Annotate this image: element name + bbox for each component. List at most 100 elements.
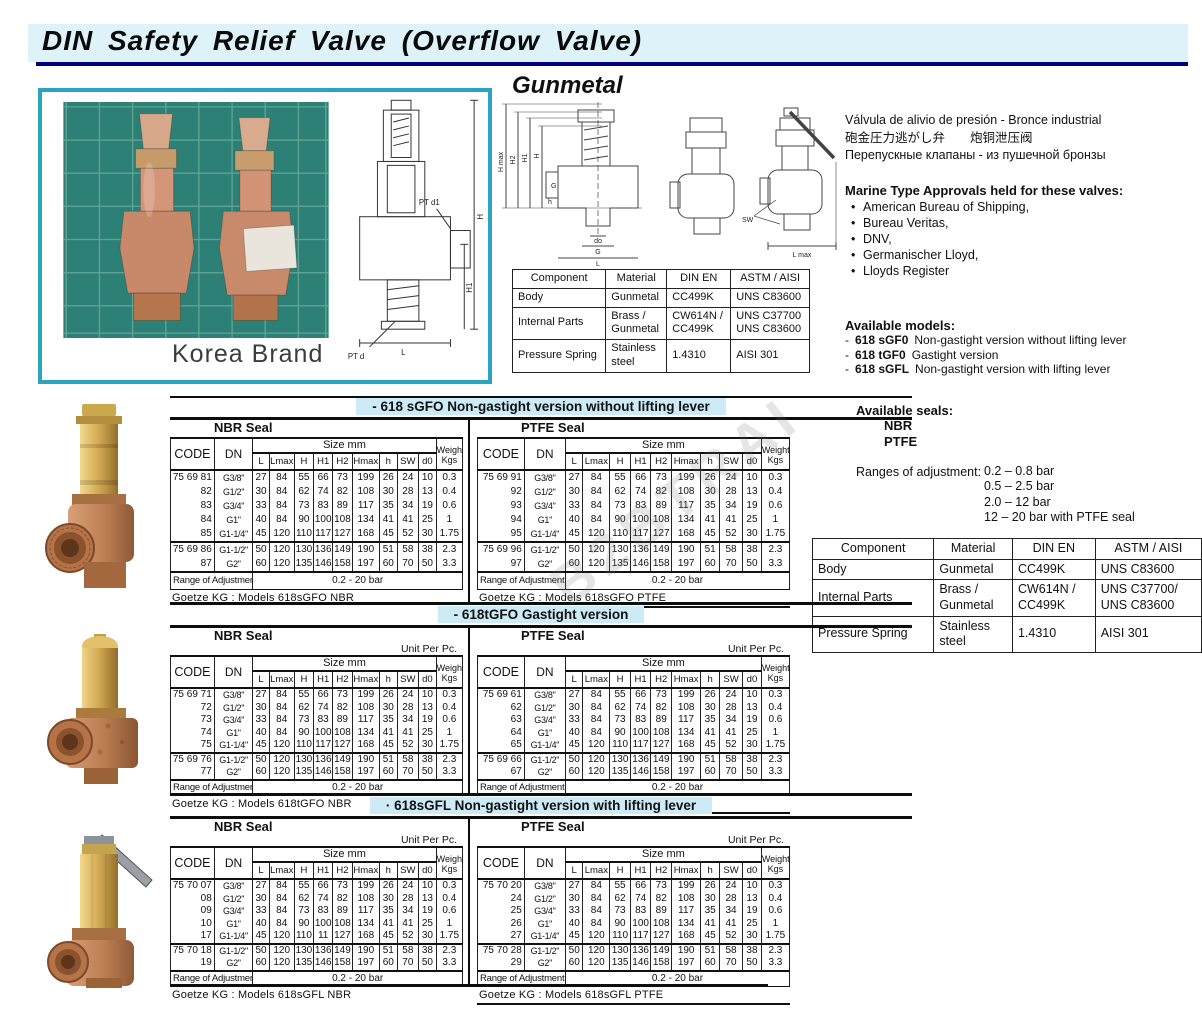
size-cell: 55 xyxy=(293,879,315,893)
size-cell: 199 xyxy=(351,879,381,893)
spec-row: 27 G1-1/4" 45 120 110 117 127 168 45 52 30 1.75 xyxy=(477,930,791,944)
size-cell: 197 xyxy=(670,557,702,572)
size-cell: 26 xyxy=(700,879,721,893)
weight-cell: 0.3 xyxy=(760,688,791,702)
size-cell: 83 xyxy=(629,905,652,918)
approval-item: Germanischer Lloyd, xyxy=(845,248,1197,264)
code-cell: 75 69 71 xyxy=(170,688,215,702)
size-cell: 33 xyxy=(564,499,584,513)
size-col-header: h xyxy=(379,671,398,689)
seal-label: NBR Seal xyxy=(214,819,273,834)
size-cell: 100 xyxy=(629,917,652,930)
size-cell: 33 xyxy=(252,905,270,918)
size-col-header: H1 xyxy=(629,453,652,471)
spec-block-sgfo-nbr: NBR Seal CODE DN Size mm Weight Kgs L Lmax H H1 H… xyxy=(169,420,464,606)
size-cell: 120 xyxy=(268,766,295,780)
dn-cell: G2" xyxy=(213,766,254,780)
col-header-code: CODE xyxy=(170,437,215,471)
size-cell: 28 xyxy=(396,485,420,499)
materials-cell: Body xyxy=(811,558,935,581)
materials-table: Component Material DIN EN ASTM / AISI Body Gu… xyxy=(811,538,1202,653)
dn-cell: G3/4" xyxy=(523,499,566,513)
size-cell: 120 xyxy=(582,751,611,766)
size-cell: 73 xyxy=(609,905,631,918)
materials-cell: Brass / Gunmetal xyxy=(605,306,668,340)
size-mm-header: Size mm xyxy=(252,846,437,863)
size-cell: 30 xyxy=(252,485,270,499)
spec-row: 95 G1-1/4" 45 120 110 117 127 168 45 52 30 1.75 xyxy=(477,527,791,542)
dim-label: G xyxy=(595,249,600,256)
size-cell: 84 xyxy=(268,688,295,702)
weight-cell: 0.4 xyxy=(435,701,464,714)
size-mm-header: Size mm xyxy=(252,437,437,454)
col-header-weight: Weight Kgs xyxy=(760,655,791,689)
size-cell: 25 xyxy=(418,726,437,739)
size-cell: 24 xyxy=(396,470,420,485)
size-cell: 84 xyxy=(268,485,295,499)
multilingual-names: Válvula de alivio de presión - Bronce in… xyxy=(845,112,1197,165)
size-cell: 30 xyxy=(742,527,762,542)
size-cell: 66 xyxy=(313,470,334,485)
size-cell: 190 xyxy=(351,751,381,766)
dim-label: H xyxy=(534,153,541,158)
dim-label: G xyxy=(551,183,556,190)
weight-cell: 3.3 xyxy=(435,557,464,572)
materials-header: ASTM / AISI xyxy=(730,269,810,289)
code-cell: 97 xyxy=(477,557,525,572)
size-cell: 27 xyxy=(564,688,584,702)
size-cell: 84 xyxy=(582,470,611,485)
size-cell: 84 xyxy=(582,513,611,527)
size-cell: 60 xyxy=(564,557,584,572)
weight-cell: 1 xyxy=(435,917,464,930)
size-cell: 168 xyxy=(670,930,702,944)
size-cell: 50 xyxy=(742,557,762,572)
size-cell: 74 xyxy=(313,485,334,499)
size-cell: 146 xyxy=(629,766,652,780)
size-col-header: L xyxy=(252,671,270,689)
col-header-weight: Weight Kgs xyxy=(435,655,464,689)
size-cell: 130 xyxy=(293,541,315,557)
section-header: - 618 sGFO Non-gastight version without … xyxy=(170,398,912,416)
size-cell: 135 xyxy=(609,766,631,780)
dn-cell: G1" xyxy=(213,726,254,739)
size-cell: 134 xyxy=(670,917,702,930)
size-col-header: H1 xyxy=(313,453,334,471)
weight-cell: 3.3 xyxy=(760,557,791,572)
size-cell: 135 xyxy=(293,557,315,572)
size-cell: 197 xyxy=(670,957,702,971)
size-col-header: L xyxy=(252,453,270,471)
goetze-footer: Goetze KG : Models 618tGFO NBR xyxy=(172,797,352,810)
dimension-diagram: H max H2 H1 H G h do G L SW L max xyxy=(498,102,837,268)
materials-header: Component xyxy=(511,269,607,289)
col-header-dn: DN xyxy=(213,437,254,471)
weight-cell: 2.3 xyxy=(760,942,791,957)
size-cell: 50 xyxy=(418,557,437,572)
unit-per-pc-label: Unit Per Pc. xyxy=(727,643,784,655)
model-item: -618 sGF0 Non-gastight version without li… xyxy=(845,333,1197,348)
weight-cell: 0.3 xyxy=(435,470,464,485)
size-cell: 50 xyxy=(564,541,584,557)
size-cell: 33 xyxy=(252,714,270,727)
size-col-header: H xyxy=(609,862,631,880)
size-cell: 136 xyxy=(629,751,652,766)
code-cell: 27 xyxy=(477,930,525,944)
size-cell: 108 xyxy=(351,701,381,714)
size-cell: 120 xyxy=(268,942,295,957)
size-cell: 190 xyxy=(351,942,381,957)
size-cell: 120 xyxy=(582,957,611,971)
dn-cell: G1-1/4" xyxy=(523,527,566,542)
spec-row: 94 G1" 40 84 90 100 108 134 41 41 25 1 xyxy=(477,513,791,527)
size-cell: 60 xyxy=(379,557,398,572)
size-cell: 158 xyxy=(650,557,672,572)
size-cell: 30 xyxy=(418,930,437,944)
spec-row: 84 G1" 40 84 90 100 108 134 41 41 25 1 xyxy=(170,513,464,527)
size-cell: 108 xyxy=(670,485,702,499)
size-cell: 51 xyxy=(379,751,398,766)
size-cell: 82 xyxy=(332,892,353,905)
size-cell: 84 xyxy=(582,701,611,714)
section-title: - 618 sGFO Non-gastight version without … xyxy=(356,398,726,415)
weight-cell: 3.3 xyxy=(760,957,791,971)
spec-row: 26 G1" 40 84 90 100 108 134 41 41 25 1 xyxy=(477,917,791,930)
size-cell: 35 xyxy=(700,905,721,918)
spec-row: 74 G1" 40 84 90 100 108 134 41 41 25 1 xyxy=(170,726,464,739)
